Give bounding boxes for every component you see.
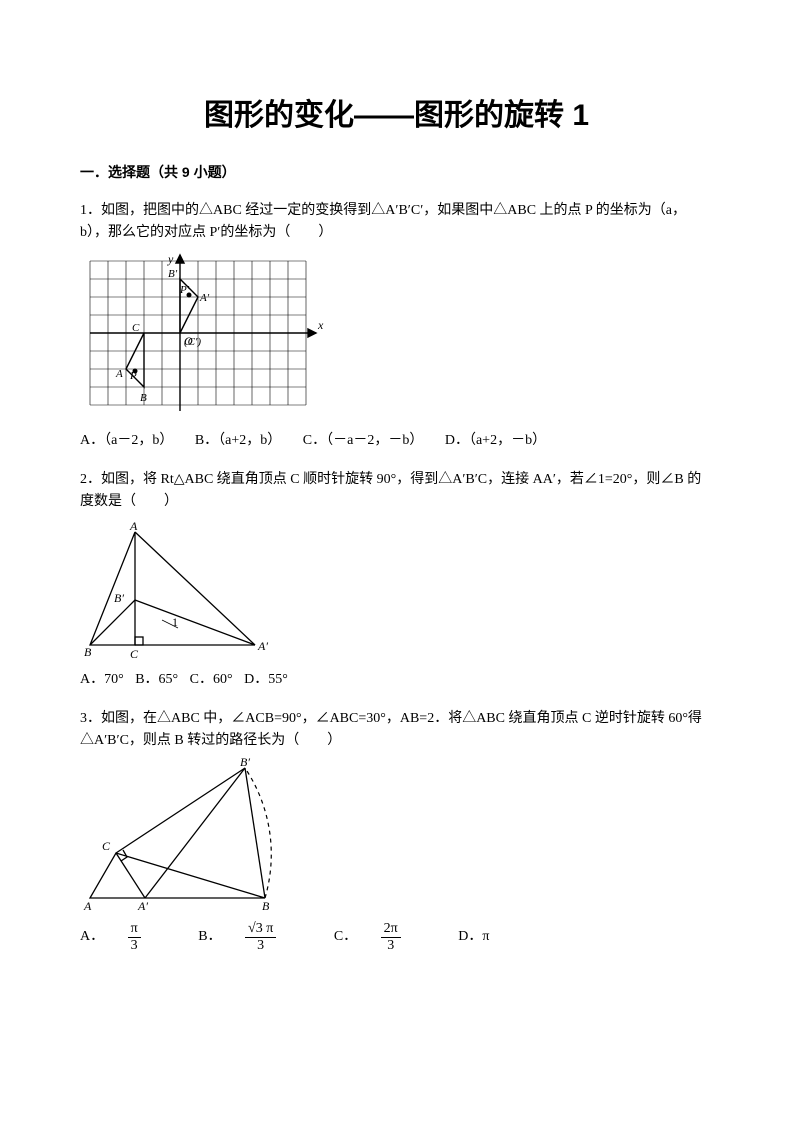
svg-text:B′: B′ (114, 591, 124, 605)
svg-text:B′: B′ (240, 758, 250, 769)
axis-y-label: y (167, 252, 174, 266)
svg-text:A′: A′ (257, 639, 268, 653)
q2-options: A．70° B．65° C．60° D．55° (80, 668, 713, 688)
q3-option-b: B． √3 π3 (198, 929, 316, 944)
svg-text:1: 1 (172, 615, 178, 629)
q2-text: 2．如图，将 Rt△ABC 绕直角顶点 C 顺时针旋转 90°，得到△A′B′C… (80, 469, 713, 514)
q2-option-b: B．65° (135, 672, 178, 687)
svg-text:B: B (140, 392, 147, 404)
svg-text:A: A (83, 899, 92, 913)
svg-text:C: C (130, 647, 139, 660)
q3-options: A． π3 B． √3 π3 C． 2π3 D．π (80, 921, 713, 953)
q3-text: 3．如图，在△ABC 中，∠ACB=90°，∠ABC=30°，AB=2．将△AB… (80, 708, 713, 753)
q1-option-c: C．（－a－2，－b） (303, 433, 424, 448)
axis-x-label: x (317, 318, 324, 332)
q1-text: 1．如图，把图中的△ABC 经过一定的变换得到△A′B′C′，如果图中△ABC … (80, 200, 713, 245)
page-title: 图形的变化——图形的旋转 1 (80, 90, 713, 134)
svg-text:B: B (262, 899, 270, 913)
svg-text:B: B (84, 645, 92, 659)
svg-text:C: C (132, 322, 140, 334)
svg-text:B′: B′ (168, 268, 178, 280)
svg-text:P′: P′ (179, 284, 190, 296)
q2-figure: B C A A′ B′ 1 (80, 520, 713, 660)
q2-option-a: A．70° (80, 672, 124, 687)
section-heading: 一．选择题（共 9 小题） (80, 162, 713, 182)
svg-text:(C′): (C′) (184, 336, 201, 348)
q1-option-a: A．（a－2，b） (80, 433, 173, 448)
q3-option-d: D．π (458, 929, 489, 944)
svg-text:A: A (129, 520, 138, 533)
q1-figure: x y O A P B C (C′) B′ A′ P′ (80, 251, 713, 421)
q1-options: A．（a－2，b） B．（a+2，b） C．（－a－2，－b） D．（a+2，－… (80, 429, 713, 449)
q1-option-b: B．（a+2，b） (195, 433, 281, 448)
svg-text:A′: A′ (137, 899, 148, 913)
q3-figure: A A′ B C B′ (80, 758, 713, 913)
q2-option-d: D．55° (244, 672, 288, 687)
q2-option-c: C．60° (190, 672, 233, 687)
svg-text:A: A (115, 368, 123, 380)
q1-option-d: D．（a+2，－b） (445, 433, 546, 448)
q3-option-a: A． π3 (80, 929, 180, 944)
svg-text:C: C (102, 839, 111, 853)
svg-text:P: P (129, 370, 137, 382)
q3-option-c: C． 2π3 (334, 929, 440, 944)
svg-text:A′: A′ (199, 292, 210, 304)
